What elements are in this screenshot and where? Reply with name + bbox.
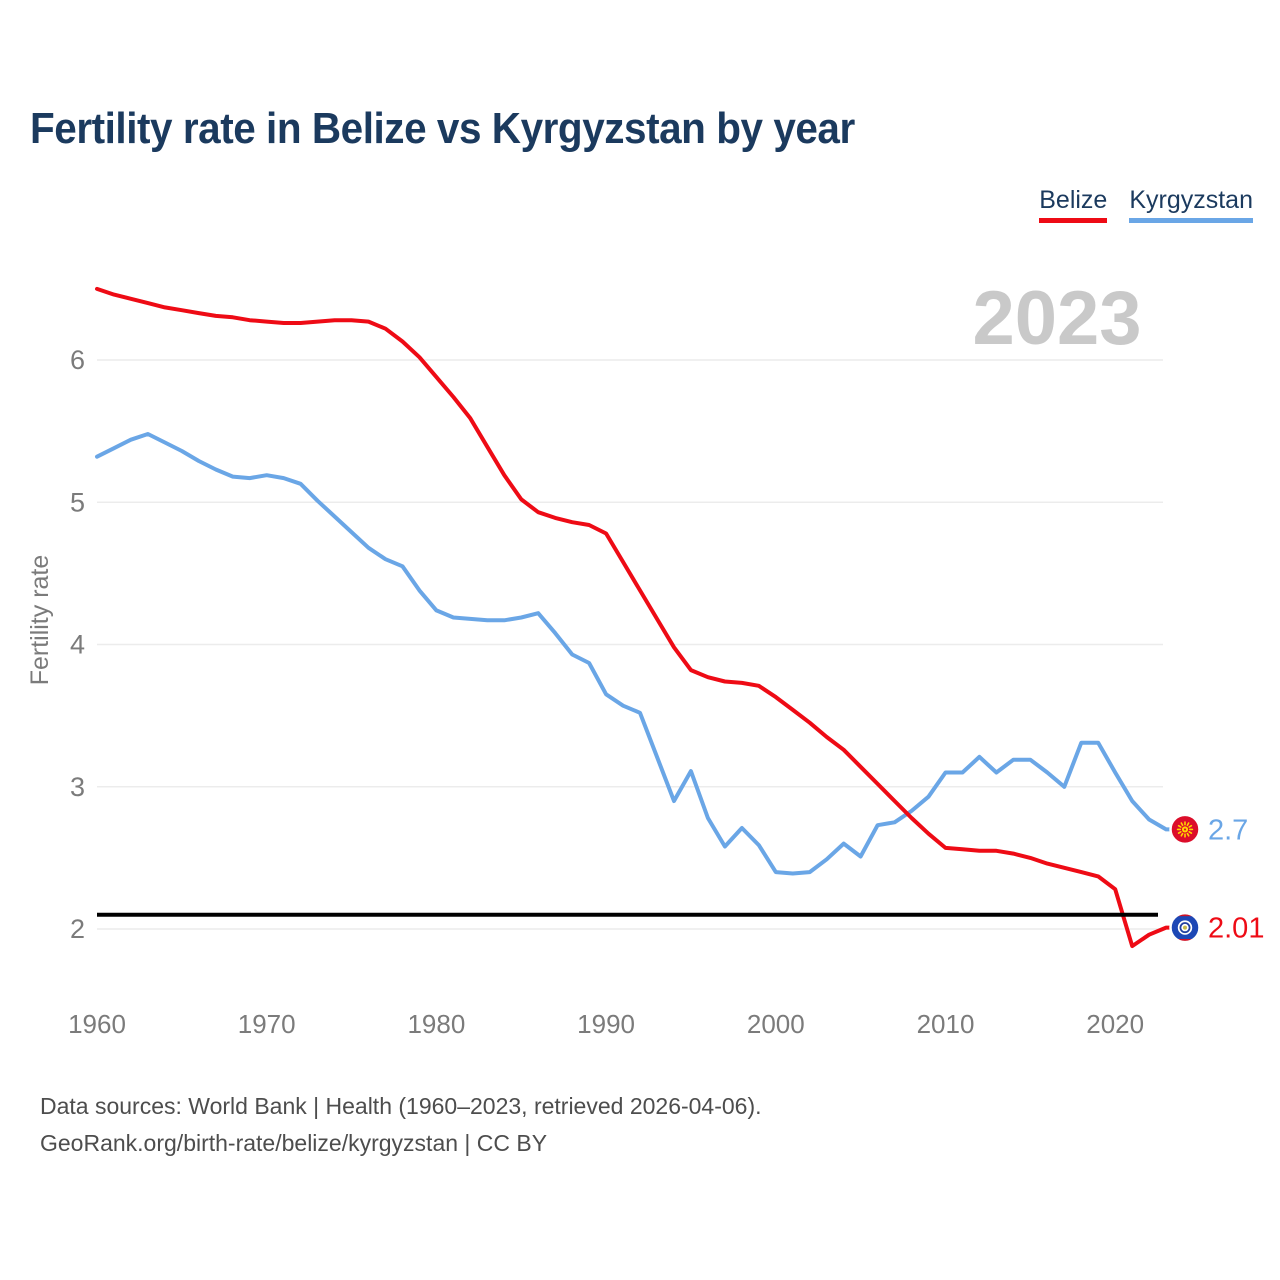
x-tick-label: 2010 — [917, 1009, 975, 1039]
x-tick-label: 2000 — [747, 1009, 805, 1039]
y-tick-label: 4 — [70, 630, 85, 660]
footer-sources-line: Data sources: World Bank | Health (1960–… — [40, 1093, 762, 1119]
y-axis-title: Fertility rate — [26, 555, 54, 686]
y-tick-label: 5 — [70, 487, 85, 517]
x-tick-label: 1990 — [577, 1009, 635, 1039]
x-tick-label: 1970 — [238, 1009, 296, 1039]
belize-value-label: 2.01 — [1208, 913, 1264, 945]
x-tick-label: 1980 — [407, 1009, 465, 1039]
belize-line — [95, 286, 1182, 949]
legend-item-kyrgyzstan[interactable]: Kyrgyzstan — [1129, 186, 1253, 223]
y-tick-label: 6 — [70, 345, 85, 375]
kyrgyzstan-value-label: 2.7 — [1208, 814, 1248, 846]
belize-flag-icon — [1169, 911, 1201, 944]
kyrgyzstan-line — [95, 432, 1182, 876]
legend-item-belize[interactable]: Belize — [1039, 186, 1108, 223]
footer: Data sources: World Bank | Health (1960–… — [40, 1088, 762, 1162]
footer-attribution-line: GeoRank.org/birth-rate/belize/kyrgyzstan… — [40, 1130, 548, 1156]
x-tick-label: 2020 — [1086, 1009, 1144, 1039]
y-tick-label: 3 — [70, 772, 85, 802]
y-tick-label: 2 — [70, 914, 85, 944]
kyrgyzstan-flag-icon — [1169, 813, 1201, 846]
legend: Belize Kyrgyzstan — [1039, 186, 1253, 223]
x-tick-label: 1960 — [68, 1009, 126, 1039]
year-watermark: 2023 — [972, 276, 1141, 361]
page-title: Fertility rate in Belize vs Kyrgyzstan b… — [30, 104, 855, 153]
